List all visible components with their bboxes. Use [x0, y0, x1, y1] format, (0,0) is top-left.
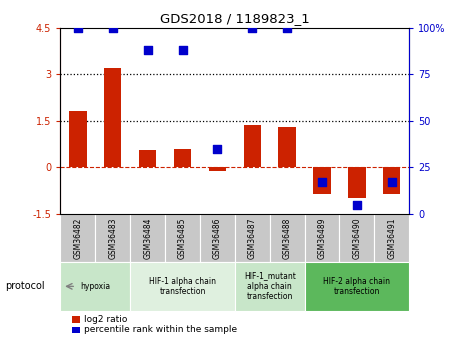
Bar	[374, 214, 409, 262]
Bar	[200, 214, 235, 262]
Bar	[174, 149, 191, 167]
Point	[109, 25, 116, 30]
Text: log2 ratio: log2 ratio	[84, 315, 127, 324]
Bar	[69, 111, 86, 167]
Text: GSM36486: GSM36486	[213, 217, 222, 259]
Point	[283, 25, 291, 30]
Bar	[339, 214, 374, 262]
Text: GSM36488: GSM36488	[283, 217, 292, 259]
Text: GSM36490: GSM36490	[352, 217, 361, 259]
Bar	[60, 262, 130, 310]
Bar	[139, 150, 156, 167]
Title: GDS2018 / 1189823_1: GDS2018 / 1189823_1	[160, 12, 310, 25]
Bar	[305, 262, 409, 310]
Text: HIF-1_mutant
alpha chain
transfection: HIF-1_mutant alpha chain transfection	[244, 272, 296, 301]
Bar	[348, 167, 365, 198]
Bar	[313, 167, 331, 194]
Bar	[383, 167, 400, 194]
Text: GSM36482: GSM36482	[73, 217, 82, 259]
Bar	[270, 214, 305, 262]
Bar	[209, 167, 226, 171]
Point	[74, 25, 82, 30]
Text: HIF-1 alpha chain
transfection: HIF-1 alpha chain transfection	[149, 277, 216, 296]
Bar	[104, 68, 121, 167]
Bar	[235, 262, 305, 310]
Bar	[165, 214, 200, 262]
Text: GSM36483: GSM36483	[108, 217, 117, 259]
Point	[388, 179, 395, 185]
Bar	[305, 214, 339, 262]
Point	[179, 47, 186, 53]
Text: HIF-2 alpha chain
transfection: HIF-2 alpha chain transfection	[323, 277, 391, 296]
Text: GSM36485: GSM36485	[178, 217, 187, 259]
Point	[214, 146, 221, 151]
Text: percentile rank within the sample: percentile rank within the sample	[84, 325, 237, 334]
Bar	[279, 127, 296, 167]
Bar	[95, 214, 130, 262]
Text: hypoxia: hypoxia	[80, 282, 110, 291]
Bar	[130, 214, 165, 262]
Point	[248, 25, 256, 30]
Bar	[235, 214, 270, 262]
Point	[144, 47, 152, 53]
Bar	[244, 125, 261, 167]
Bar	[130, 262, 235, 310]
Point	[353, 202, 361, 207]
Bar	[60, 214, 95, 262]
Text: GSM36484: GSM36484	[143, 217, 152, 259]
Text: GSM36491: GSM36491	[387, 217, 396, 259]
Text: GSM36487: GSM36487	[248, 217, 257, 259]
Point	[318, 179, 325, 185]
Text: GSM36489: GSM36489	[318, 217, 326, 259]
Text: protocol: protocol	[5, 282, 44, 291]
